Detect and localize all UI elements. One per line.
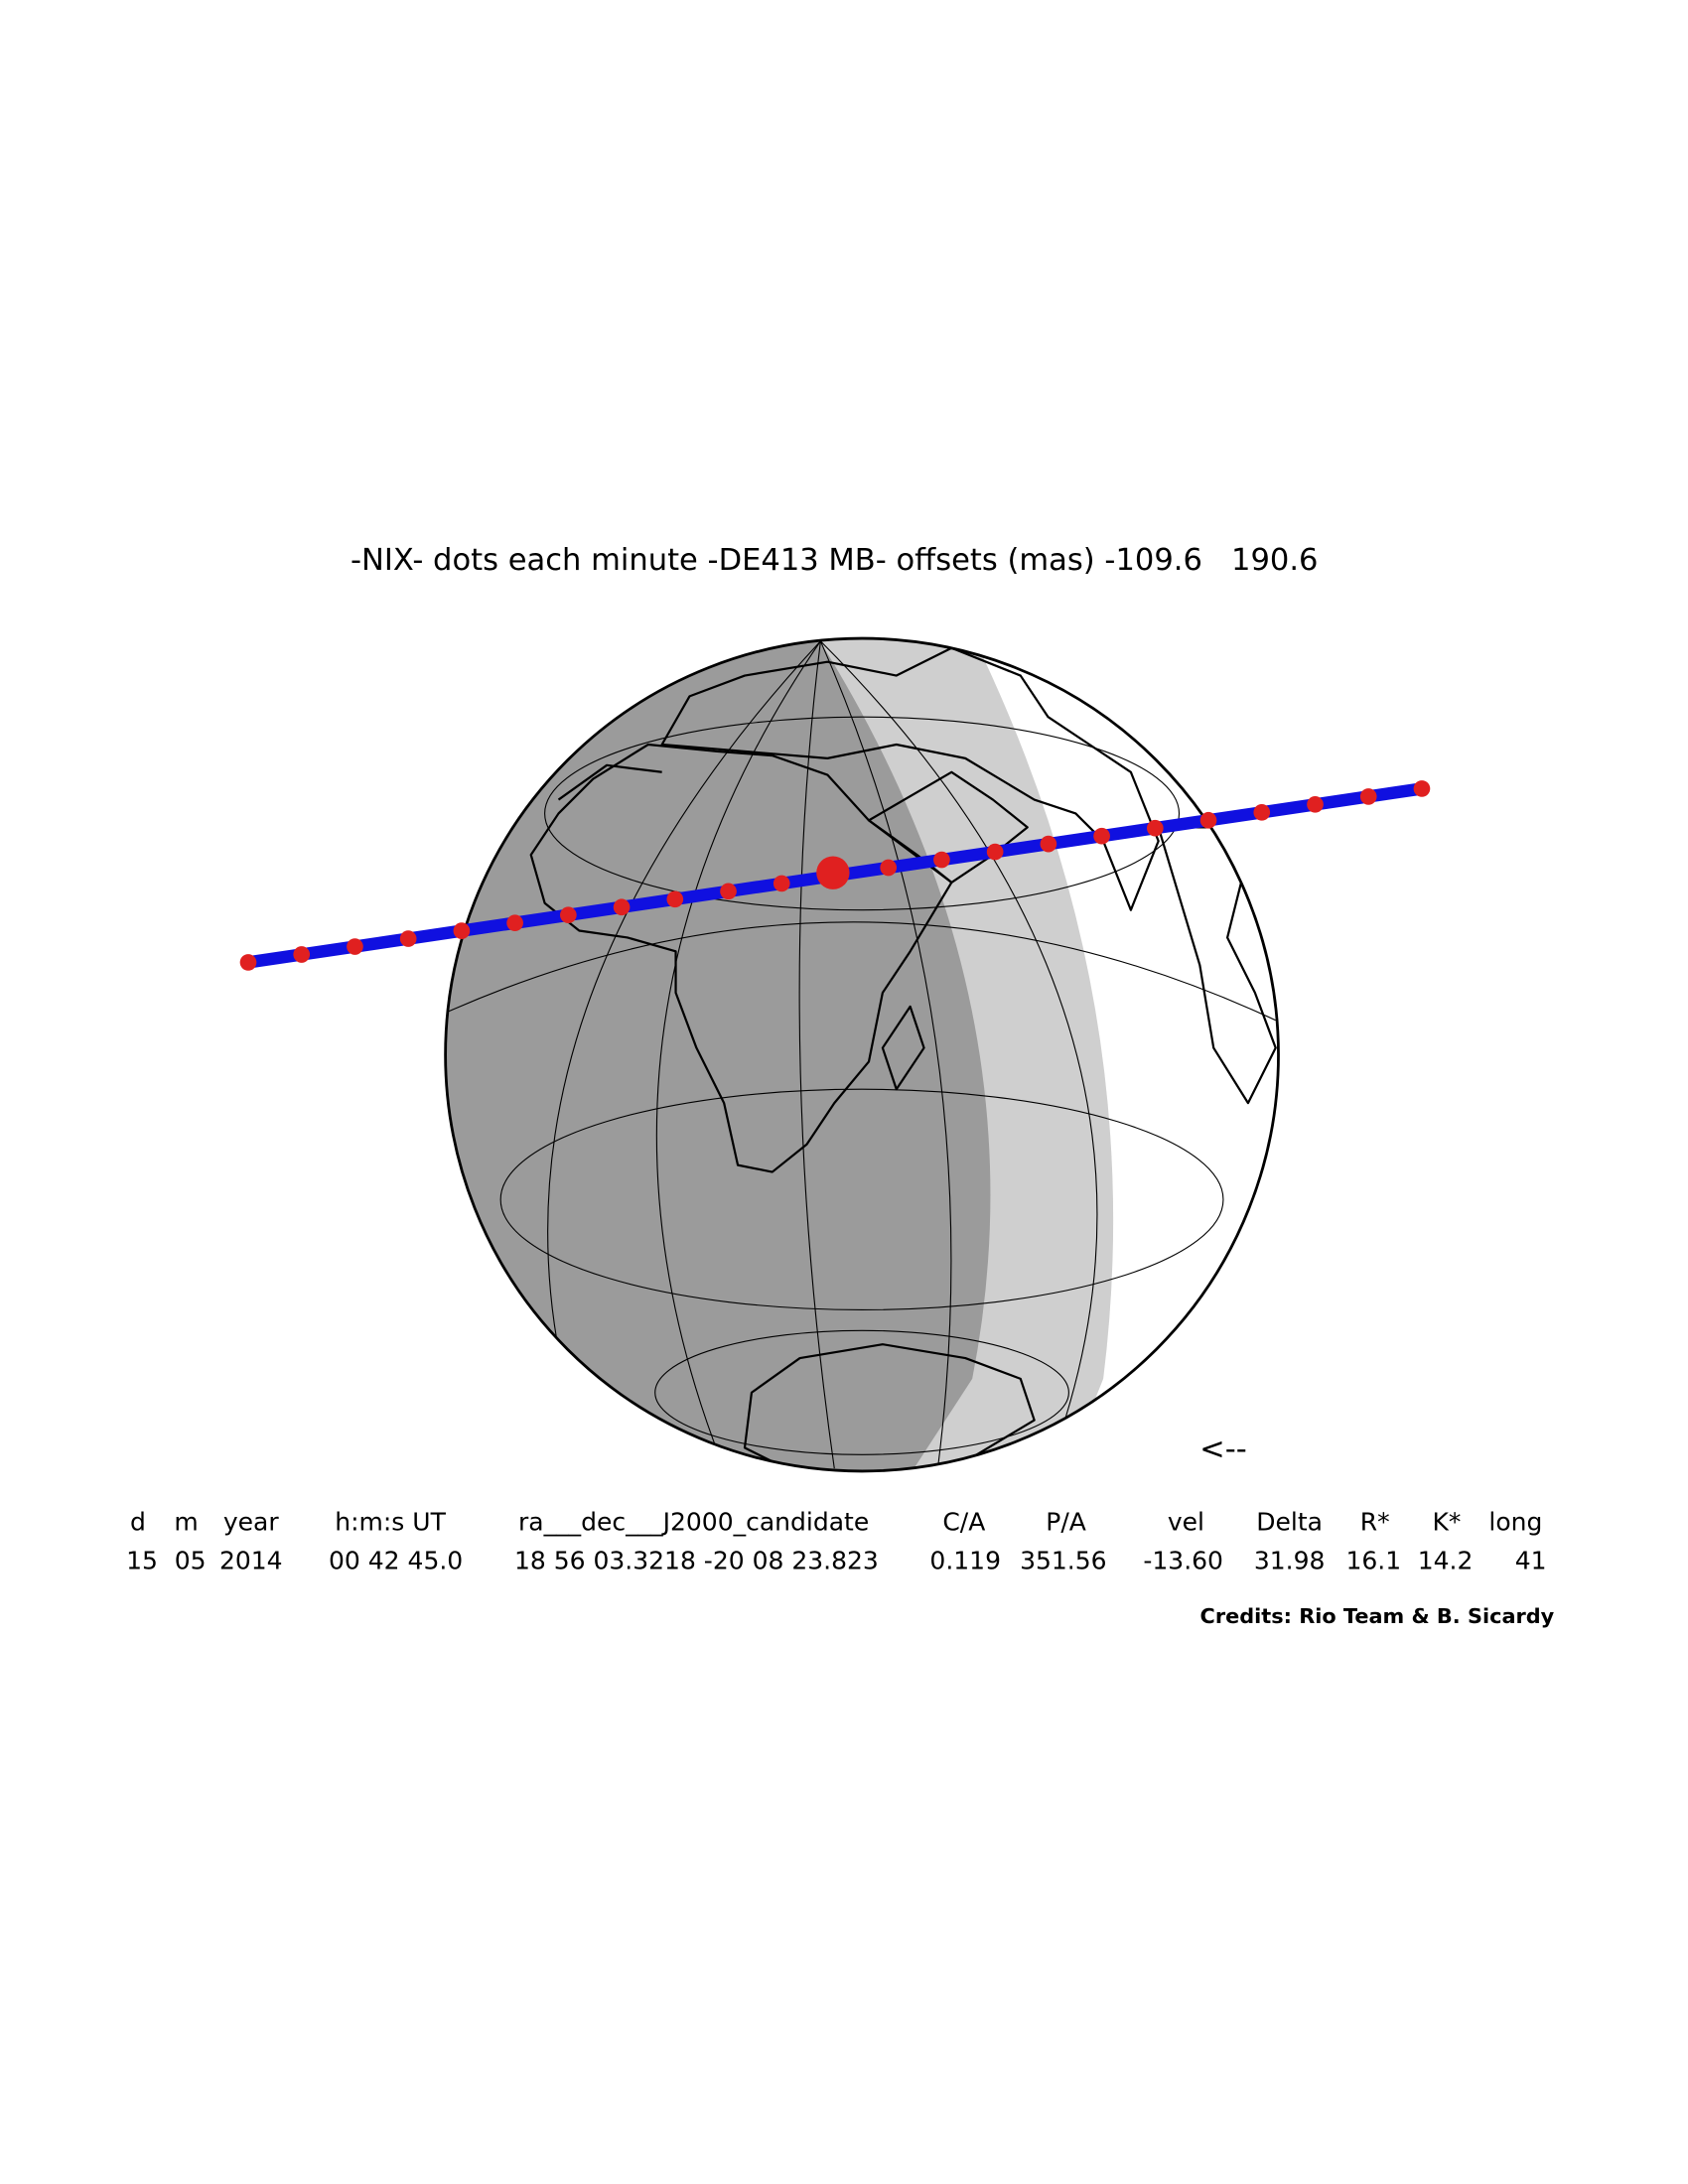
- cell: 351.56: [1020, 1547, 1106, 1575]
- cell: 31.98: [1254, 1547, 1326, 1575]
- minute-dot: [239, 954, 257, 971]
- column-header: Delta: [1256, 1508, 1323, 1537]
- minute-dot: [933, 851, 950, 869]
- minute-dot: [773, 875, 790, 892]
- minute-dot: [1040, 835, 1057, 853]
- column-header: year: [223, 1508, 279, 1537]
- minute-dot: [1307, 796, 1324, 813]
- column-header: vel: [1168, 1508, 1204, 1537]
- minute-dot: [293, 946, 311, 963]
- column-header: long: [1488, 1508, 1542, 1537]
- direction-arrow: <--: [1199, 1433, 1247, 1467]
- minute-dot: [560, 906, 577, 924]
- minute-dot: [1413, 780, 1431, 797]
- minute-dot: [986, 843, 1004, 861]
- column-header: R*: [1360, 1508, 1390, 1537]
- minute-dot: [1253, 803, 1271, 821]
- minute-dot: [880, 859, 898, 877]
- column-header: K*: [1432, 1508, 1461, 1537]
- cell: 41: [1515, 1547, 1547, 1575]
- cell: 14.2: [1418, 1547, 1474, 1575]
- globe: [445, 638, 1279, 1471]
- minute-dot: [1199, 811, 1217, 829]
- minute-dot: [1093, 827, 1110, 845]
- column-header: P/A: [1046, 1508, 1086, 1537]
- minute-dot: [347, 938, 363, 955]
- cell: 2014: [219, 1547, 283, 1575]
- cell: 05: [175, 1547, 207, 1575]
- minute-dot: [720, 883, 737, 900]
- title: -NIX- dots each minute -DE413 MB- offset…: [351, 543, 1318, 578]
- minute-dot: [453, 922, 471, 939]
- column-header: ra___dec___J2000_candidate: [518, 1508, 869, 1537]
- minute-dot: [399, 930, 417, 947]
- cell: -13.60: [1143, 1547, 1223, 1575]
- globe-outline: [444, 636, 1280, 1473]
- credits: Credits: Rio Team & B. Sicardy: [1200, 1604, 1555, 1628]
- column-header: d: [130, 1508, 146, 1537]
- cell: 0.119: [929, 1547, 1001, 1575]
- minute-dot: [1146, 819, 1164, 837]
- cell: 18 56 03.3218 -20 08 23.823: [514, 1547, 879, 1575]
- column-header: m: [174, 1508, 198, 1537]
- column-header: C/A: [942, 1508, 985, 1537]
- closest-approach-dot: [816, 856, 850, 889]
- data-table: d m year h:m:s UT ra___dec___J2000_candidate…: [126, 1508, 1546, 1575]
- minute-dot: [506, 914, 523, 932]
- minute-dot: [613, 898, 631, 916]
- minute-dot: [1359, 788, 1377, 805]
- column-header: h:m:s UT: [335, 1508, 446, 1537]
- cell: 15: [126, 1547, 158, 1575]
- minute-dot: [666, 890, 684, 908]
- cell: 16.1: [1345, 1547, 1401, 1575]
- shadow-path: [239, 780, 1431, 971]
- cell: 00 42 45.0: [329, 1547, 463, 1575]
